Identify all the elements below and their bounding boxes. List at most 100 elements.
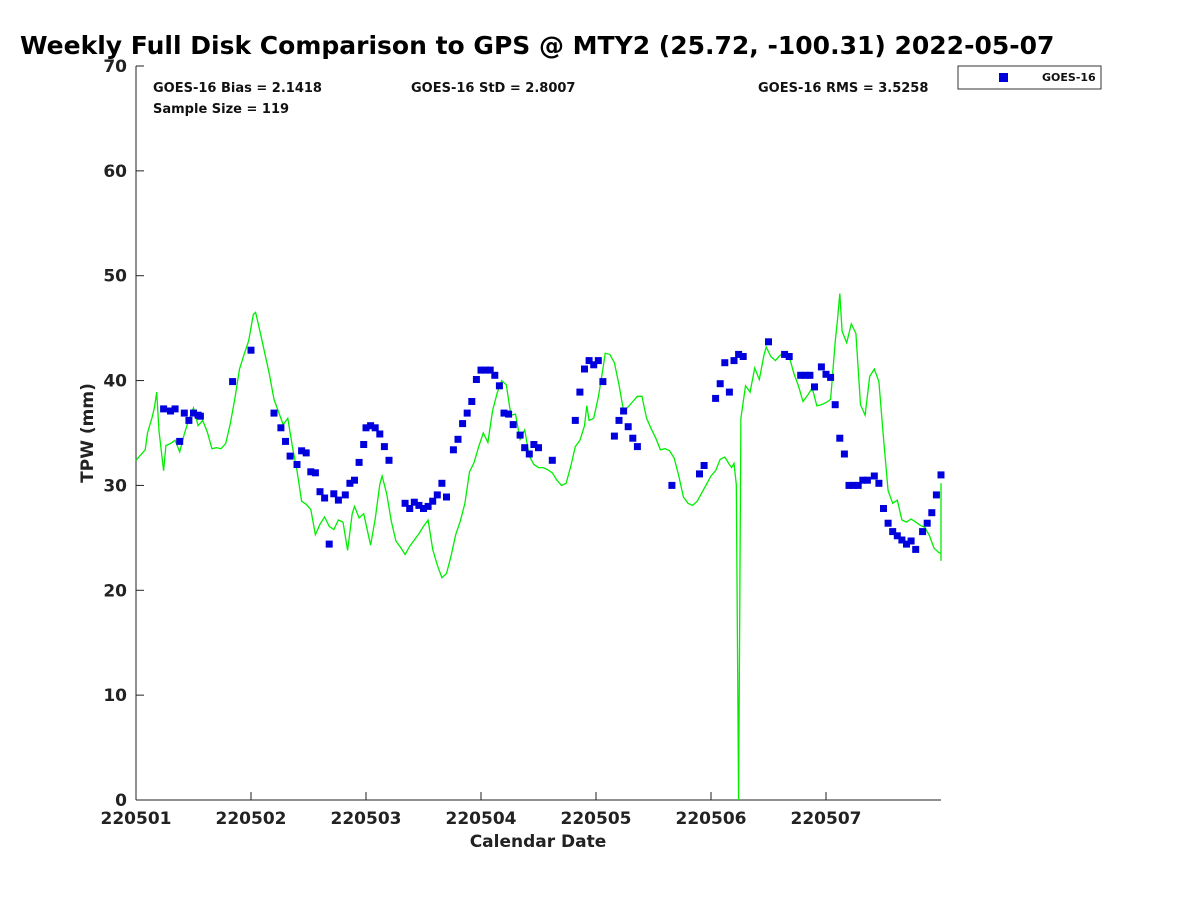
goes-16-point [721, 359, 729, 367]
goes-16-point [463, 409, 471, 417]
goes-16-point [594, 357, 602, 365]
goes-16-point [167, 407, 174, 415]
goes-16-point [190, 409, 197, 417]
goes-16-point [505, 410, 513, 418]
gps-series-line [135, 293, 942, 801]
goes-16-point [571, 416, 579, 424]
goes-16-point [907, 537, 915, 545]
goes-16-point [633, 443, 641, 451]
goes-16-point [725, 388, 733, 396]
goes-16-point [293, 461, 301, 468]
goes-16-point [889, 528, 897, 536]
goes-16-point [831, 401, 839, 409]
goes-16-point [433, 491, 441, 499]
goes-16-point [429, 497, 437, 505]
legend-box [957, 65, 1102, 90]
stat-std: GOES-16 StD = 2.8007 [411, 81, 575, 96]
goes-16-point [459, 420, 467, 428]
goes-16-point [311, 469, 319, 477]
goes-16-point [355, 458, 363, 466]
goes-16-point [884, 519, 892, 527]
goes-16-point [576, 388, 584, 396]
y-tick-label: 10 [103, 686, 127, 706]
goes-16-point [330, 490, 338, 498]
goes-16-point [624, 423, 632, 431]
legend-marker-goes-16 [999, 73, 1008, 82]
goes-16-point [730, 357, 738, 365]
goes-16-point [840, 450, 848, 458]
goes-16-point [415, 501, 423, 509]
y-axis-ticks: 0 10 20 30 40 50 60 70 [103, 57, 144, 811]
goes-16-point [410, 498, 418, 506]
goes-16-point [912, 545, 920, 553]
goes-16-point [307, 468, 315, 476]
goes-16-point [298, 447, 306, 455]
goes-16-point [171, 405, 179, 413]
goes-16-point [696, 470, 703, 478]
goes-16-point [277, 424, 285, 432]
goes-16-point [903, 540, 910, 548]
goes-16-point [367, 422, 375, 430]
goes-16-point [438, 479, 446, 487]
goes-16-point [454, 435, 462, 443]
goes-16-point [346, 479, 354, 487]
goes-16-point [765, 338, 772, 346]
x-tick-label: 220504 [446, 809, 517, 829]
goes-16-point [893, 532, 901, 540]
goes-16-point [923, 519, 931, 527]
x-tick-label: 220506 [676, 809, 747, 829]
goes-16-point [351, 476, 358, 484]
goes-16-point [321, 494, 329, 502]
plot-area [135, 66, 941, 801]
goes-16-point [822, 370, 830, 378]
goes-16-point [160, 405, 168, 413]
goes-16-point [845, 481, 853, 489]
stat-sample-size: Sample Size = 119 [153, 102, 289, 117]
goes-16-point [620, 407, 628, 415]
stat-bias: GOES-16 Bias = 2.1418 [153, 81, 322, 96]
goes-16-point [196, 412, 204, 420]
goes-16-point [424, 502, 432, 510]
goes-16-point [668, 481, 676, 489]
goes-16-point [781, 350, 789, 358]
goes-16-point [516, 431, 524, 439]
goes-16-point [716, 380, 724, 388]
x-tick-label: 220507 [791, 809, 862, 829]
goes-16-point [932, 491, 940, 499]
goes-16-point [302, 449, 310, 457]
goes-16-point [937, 471, 945, 479]
y-tick-label: 0 [115, 791, 127, 811]
goes-16-point [530, 441, 538, 448]
y-tick-label: 50 [103, 267, 127, 287]
goes-16-point [495, 382, 503, 390]
goes-16-point [548, 456, 556, 464]
goes-16-point [585, 357, 593, 365]
goes-16-point [286, 452, 294, 460]
goes-16-point [863, 476, 871, 484]
goes-16-point [898, 536, 906, 544]
y-tick-label: 30 [103, 476, 127, 496]
goes-16-point [535, 444, 542, 452]
goes-16-points [160, 338, 945, 553]
goes-16-point [334, 496, 342, 504]
goes-16-point [282, 437, 289, 445]
goes-16-point [806, 371, 814, 379]
stat-rms: GOES-16 RMS = 3.5258 [758, 81, 928, 96]
goes-16-point [827, 373, 835, 381]
goes-16-point [176, 437, 184, 445]
goes-16-point [486, 366, 494, 374]
goes-16-point [180, 409, 188, 417]
goes-16-point [401, 499, 409, 507]
x-tick-label: 220501 [101, 809, 172, 829]
goes-16-point [316, 488, 324, 496]
goes-16-point [811, 383, 818, 391]
goes-16-point [700, 462, 708, 469]
goes-16-point [590, 361, 598, 369]
y-tick-label: 70 [103, 57, 127, 77]
goes-16-point [836, 434, 844, 442]
x-tick-label: 220503 [331, 809, 402, 829]
goes-16-point [371, 424, 379, 432]
legend-label-goes-16: GOES-16 [1042, 71, 1096, 84]
goes-16-point [325, 540, 333, 548]
goes-16-point [341, 491, 349, 499]
